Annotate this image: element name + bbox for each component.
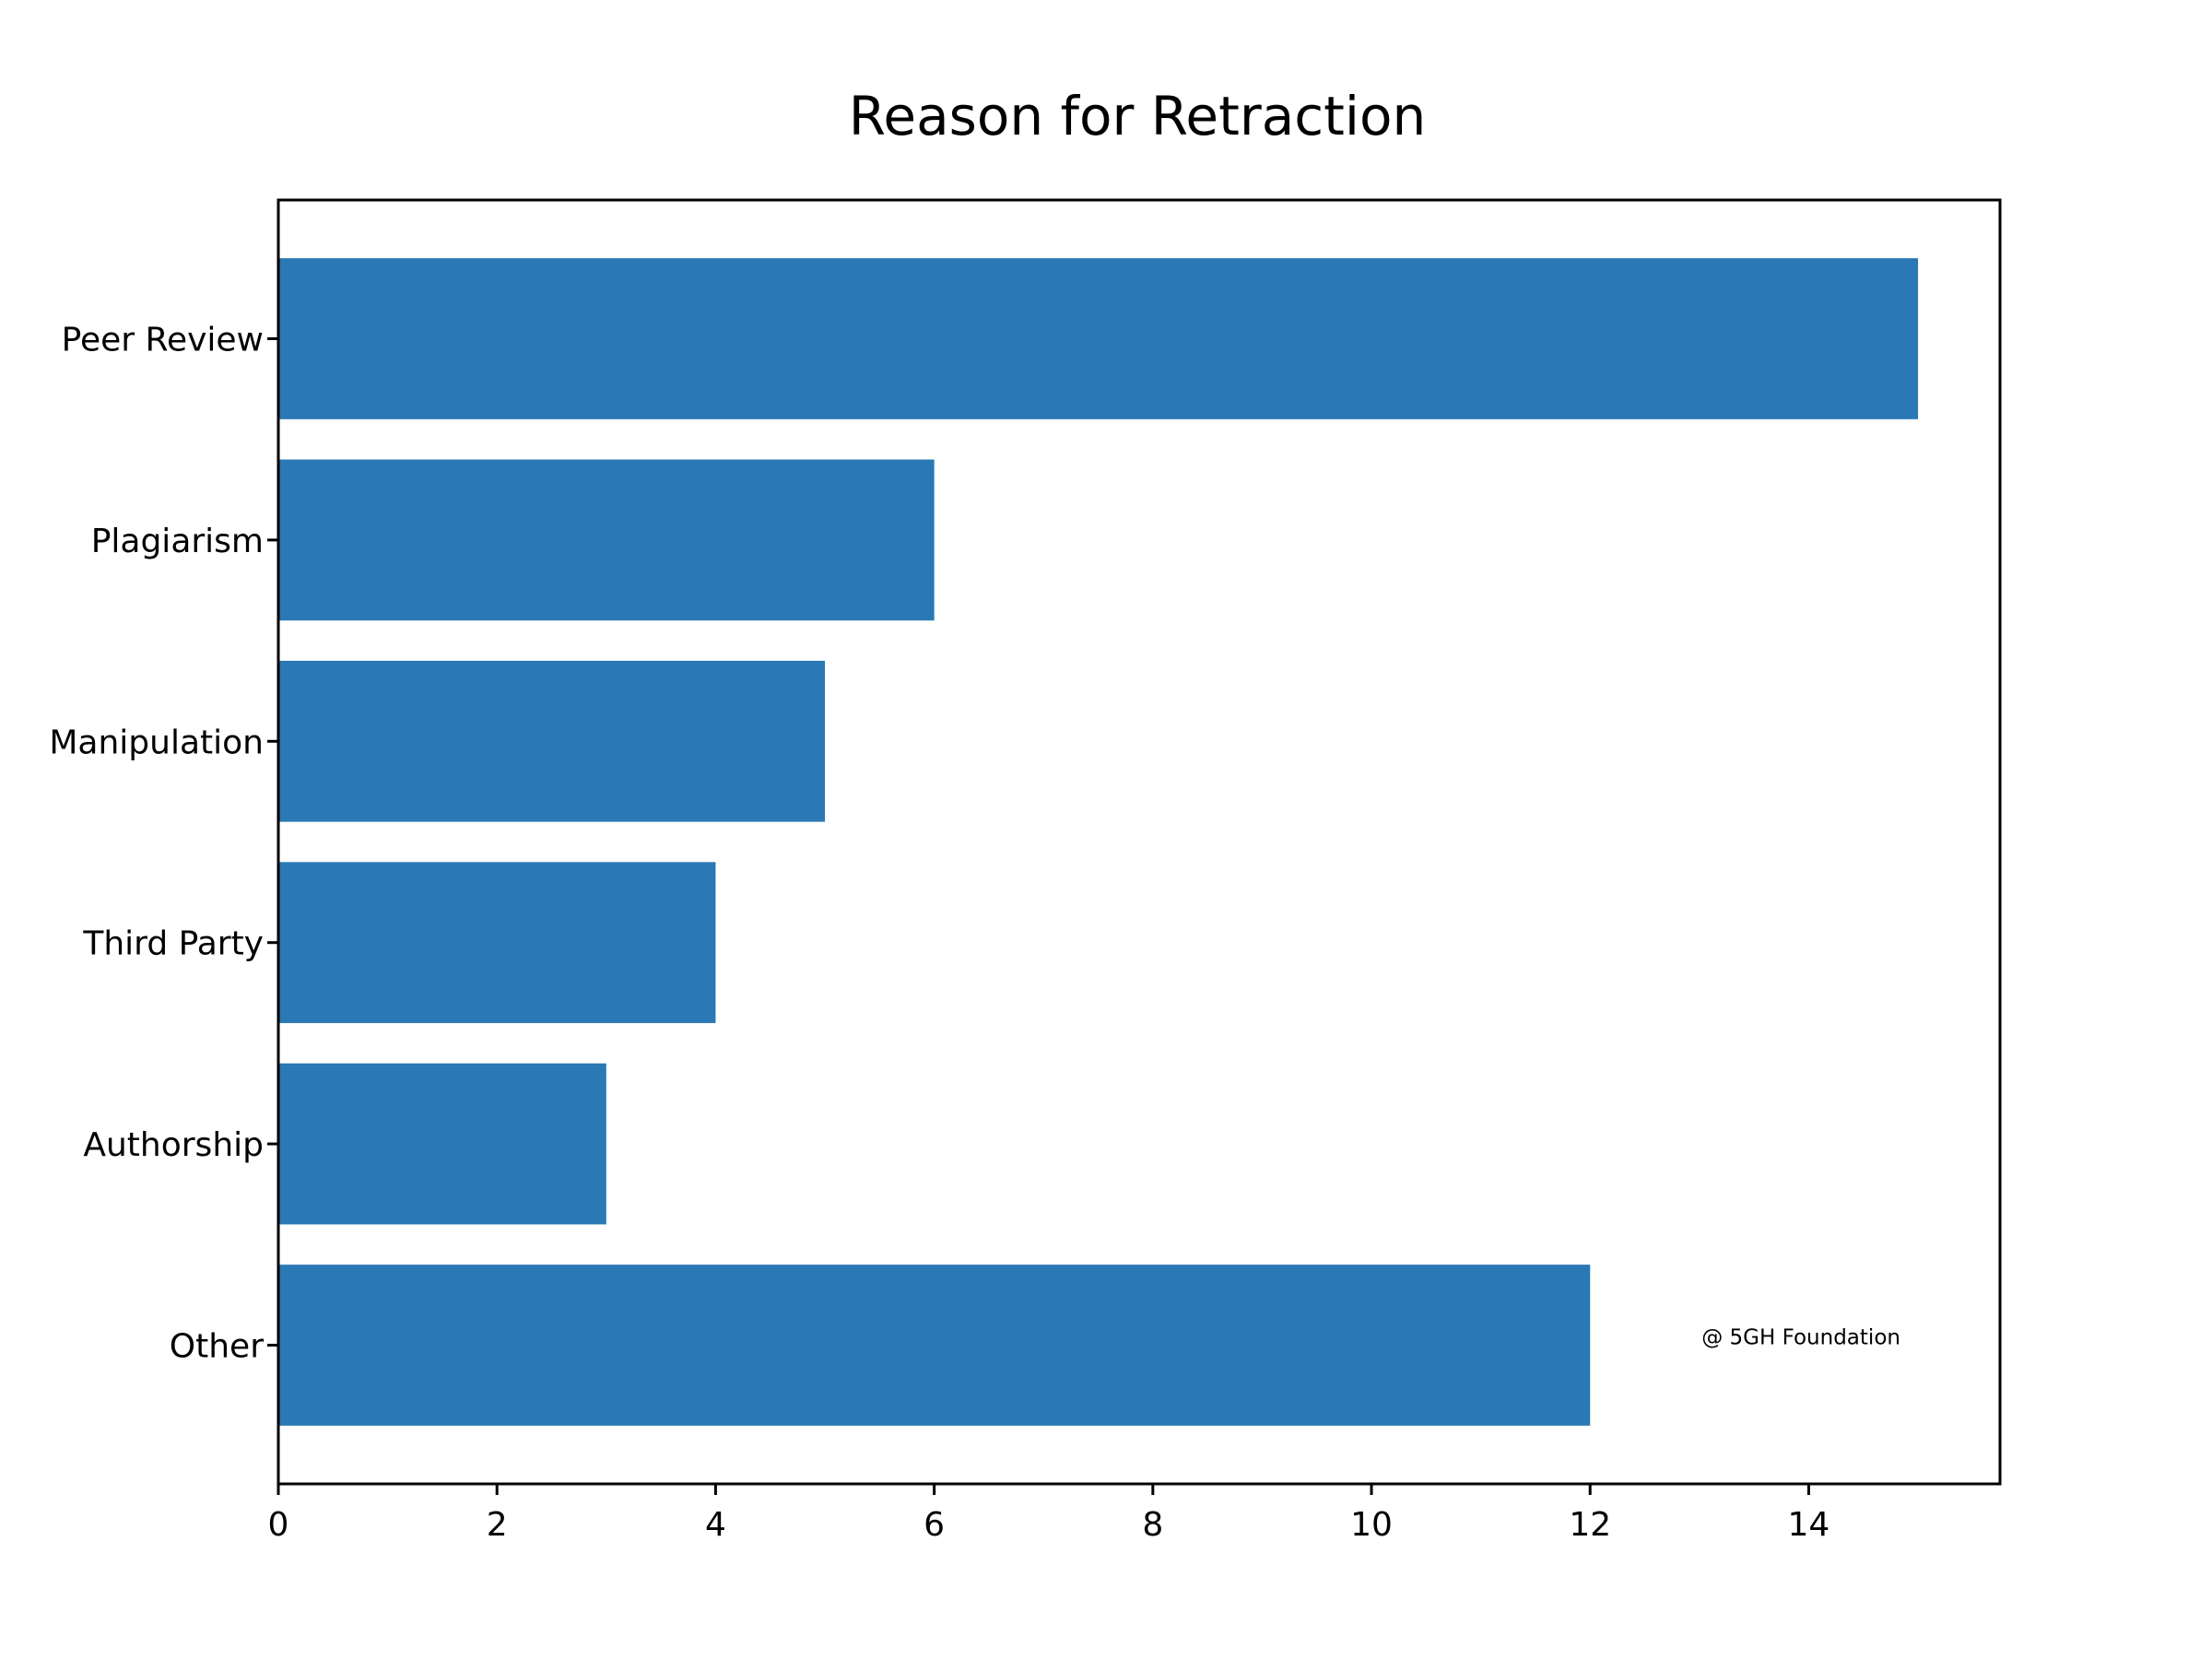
x-tick-label: 6 — [924, 1506, 945, 1544]
x-tick-label: 8 — [1142, 1506, 1163, 1544]
y-tick-label: Manipulation — [49, 724, 264, 761]
x-tick-label: 10 — [1350, 1506, 1393, 1544]
plot-frame — [276, 198, 2002, 1486]
y-tick-label: Authorship — [83, 1126, 264, 1164]
y-tick-label: Plagiarism — [91, 523, 264, 560]
bar-peer-review — [278, 258, 1919, 419]
y-tick-label: Third Party — [82, 925, 264, 963]
x-tick-label: 2 — [487, 1506, 508, 1544]
y-tick-label: Peer Review — [62, 322, 264, 359]
x-tick-label: 12 — [1569, 1506, 1611, 1544]
bars-group — [278, 258, 1919, 1426]
bar-manipulation — [278, 660, 826, 822]
x-tick-label: 0 — [268, 1506, 289, 1544]
bar-other — [278, 1265, 1591, 1426]
x-axis: 0 2 4 6 8 10 12 14 — [268, 1484, 1830, 1544]
x-tick-label: 4 — [705, 1506, 726, 1544]
chart-title: Reason for Retraction — [849, 85, 1427, 147]
y-tick-label: Other — [170, 1328, 264, 1366]
y-axis: Peer Review Plagiarism Manipulation Third P… — [49, 322, 278, 1366]
x-tick-label: 14 — [1788, 1506, 1830, 1544]
bar-authorship — [278, 1063, 606, 1225]
bar-plagiarism — [278, 459, 935, 621]
watermark-annotation: @ 5GH Foundation — [1701, 1326, 1900, 1350]
bar-third-party — [278, 862, 716, 1024]
